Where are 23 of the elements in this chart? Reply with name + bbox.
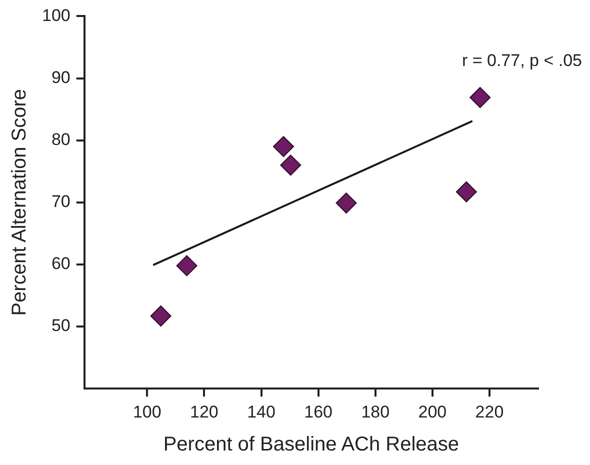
x-tick-label: 200 [418, 402, 447, 422]
point [280, 154, 302, 176]
x-tick-label: 160 [304, 402, 332, 422]
point [470, 87, 491, 108]
x-tick-label: 140 [247, 402, 276, 422]
y-tick-label: 60 [51, 254, 70, 274]
y-tick-label: 50 [51, 316, 70, 336]
y-tick-label: 90 [51, 68, 70, 87]
x-tick-label: 120 [190, 402, 218, 422]
annotation: r = 0.77, p < .05 [462, 50, 582, 70]
y-tick-label: 70 [51, 192, 70, 212]
x-tick-label: 100 [132, 402, 162, 422]
x-tick-label: 180 [361, 402, 390, 422]
y-tick-label: 100 [42, 6, 70, 25]
point [273, 136, 294, 158]
x-tick-label: 220 [475, 402, 504, 422]
point [150, 305, 172, 326]
x-axis-title: Percent of Baseline ACh Release [163, 434, 460, 456]
y-tick-label: 80 [51, 130, 70, 150]
point [176, 255, 198, 276]
point [456, 181, 477, 202]
y-axis-title: Percent Alternation Score [8, 89, 31, 316]
point [336, 192, 357, 214]
